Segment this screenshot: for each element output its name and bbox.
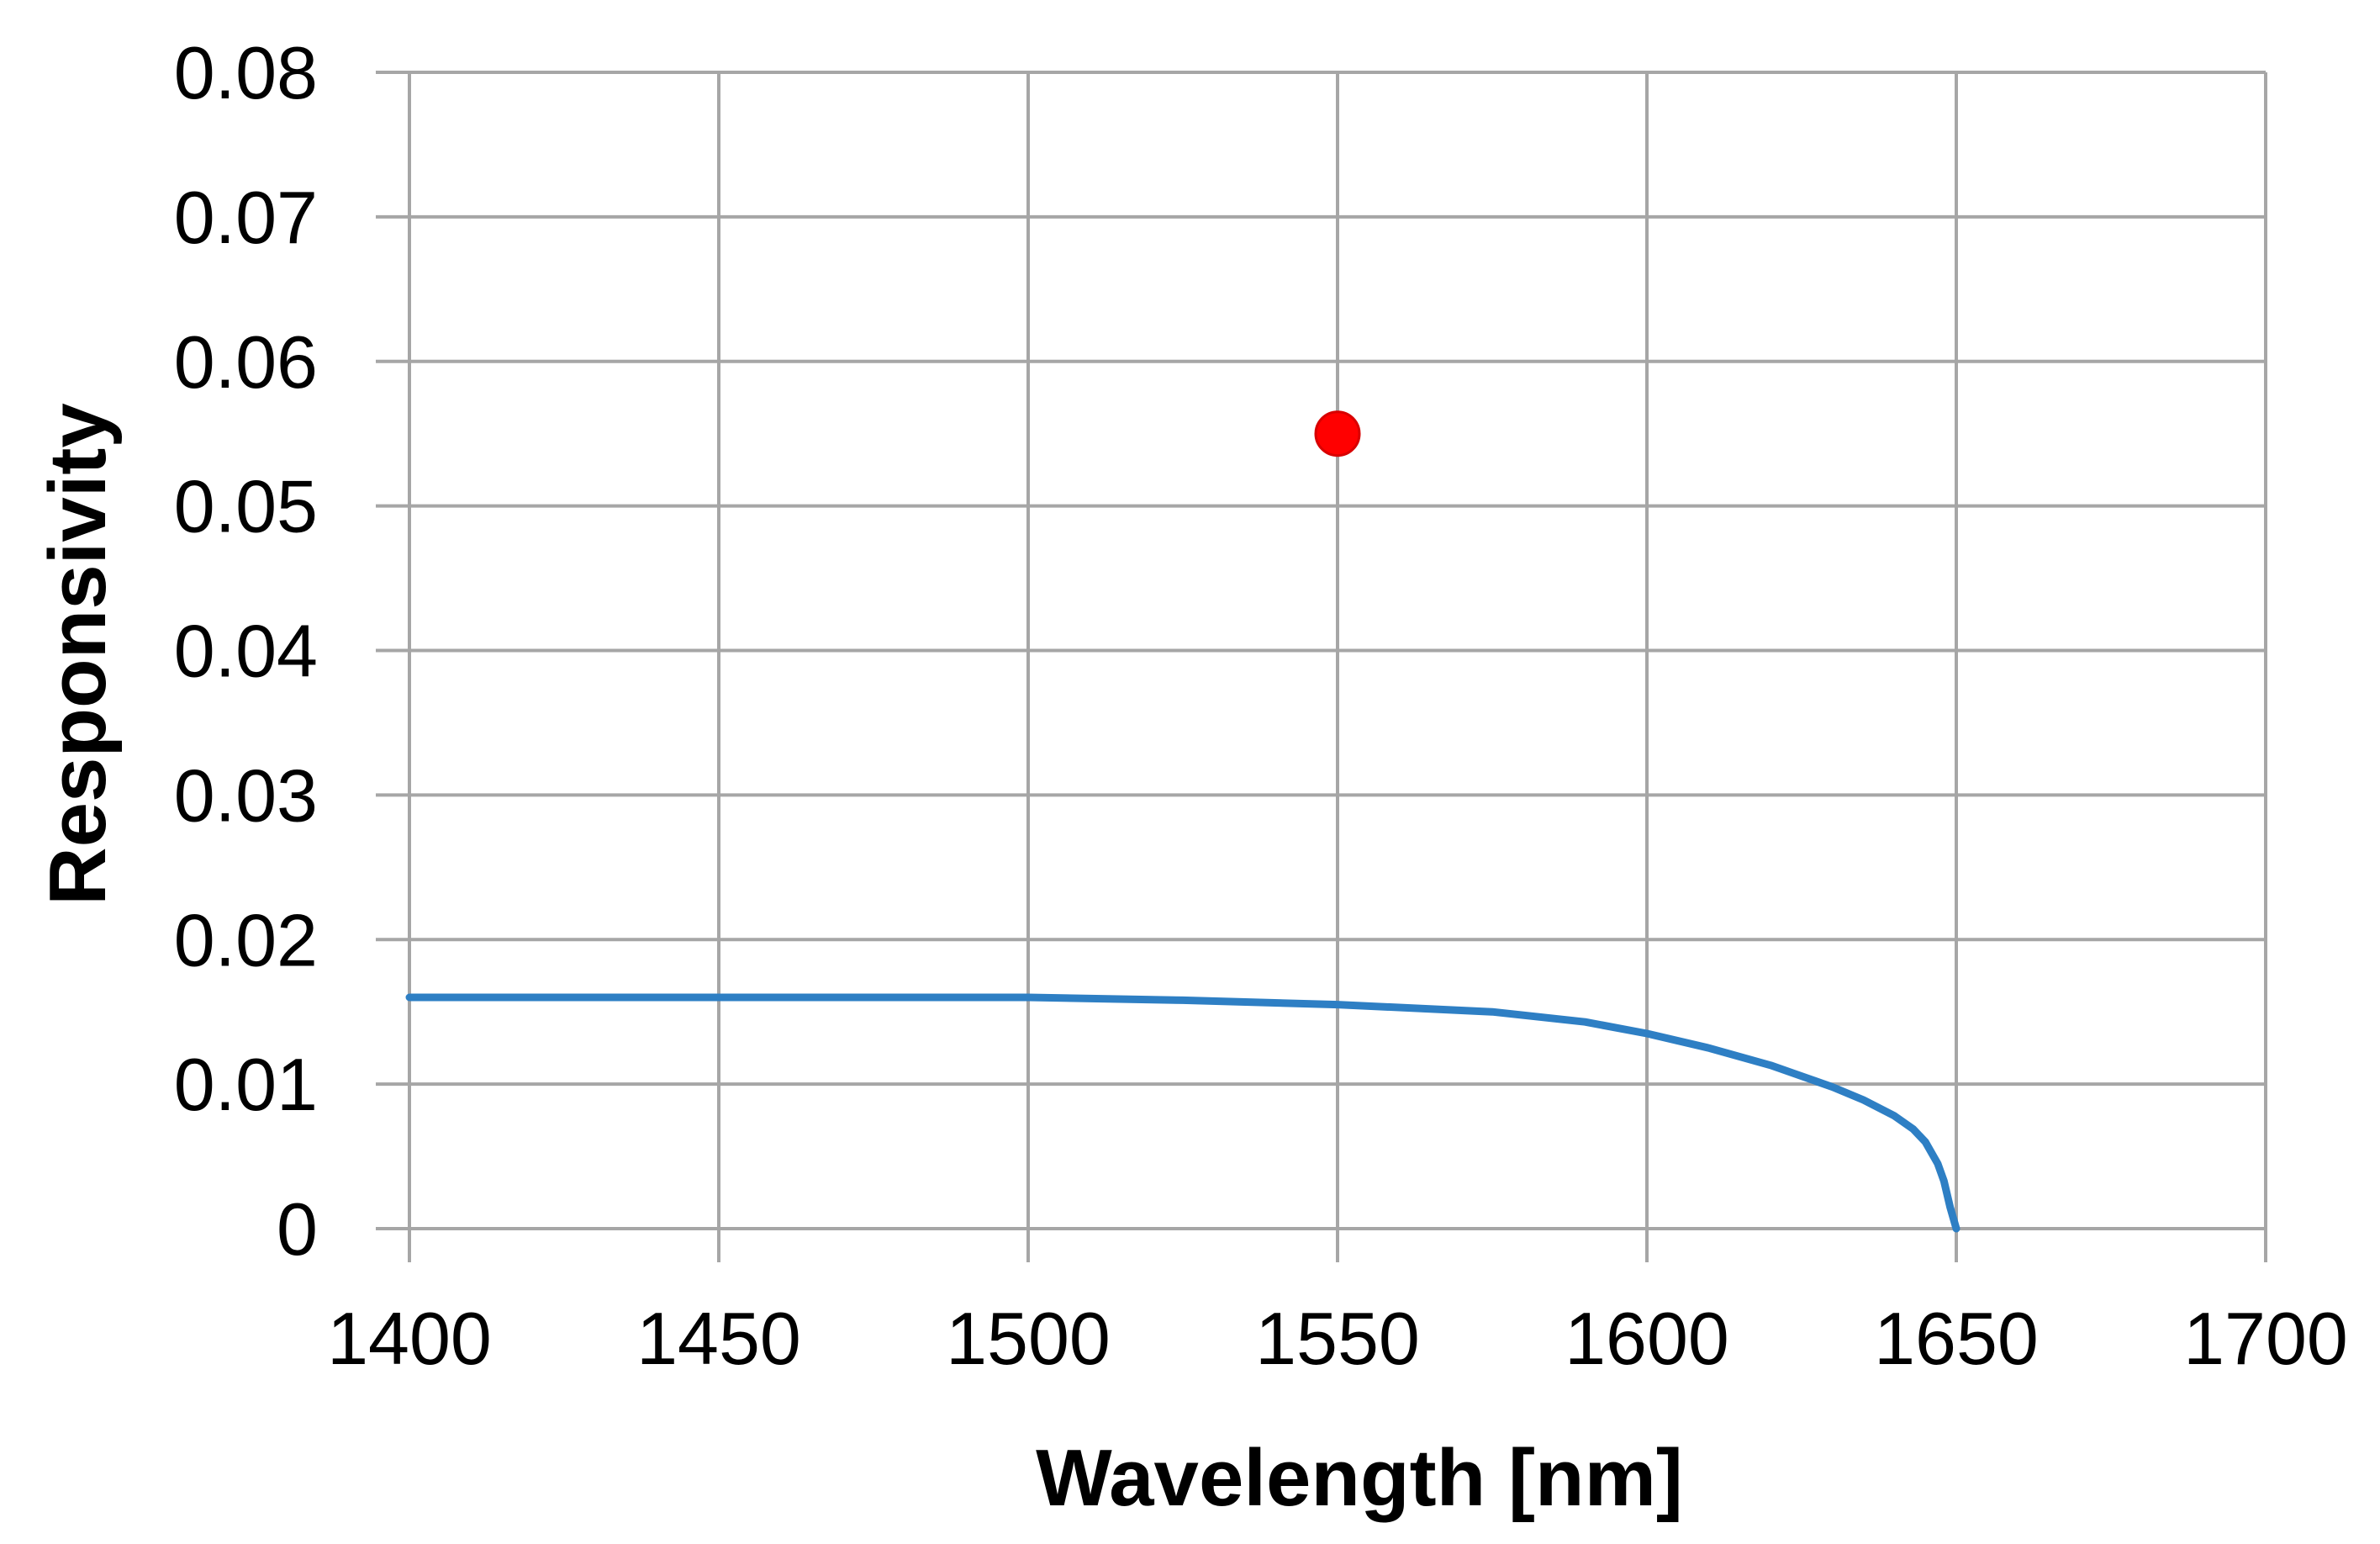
measured-point <box>1314 410 1361 457</box>
x-tick-label: 1400 <box>327 1297 492 1380</box>
x-tick-label: 1550 <box>1255 1297 1420 1380</box>
y-tick-label: 0.06 <box>174 320 318 404</box>
y-tick-label: 0.04 <box>174 610 318 693</box>
y-tick-label: 0.01 <box>174 1043 318 1126</box>
x-tick-label: 1450 <box>636 1297 801 1380</box>
y-tick-label: 0 <box>277 1187 318 1271</box>
x-tick-label: 1600 <box>1565 1297 1729 1380</box>
responsivity-curve <box>405 993 1960 1233</box>
series <box>405 410 1960 1233</box>
x-tick-label: 1650 <box>1874 1297 2039 1380</box>
y-tick-label: 0.02 <box>174 898 318 981</box>
y-tick-label: 0.07 <box>174 176 318 259</box>
y-tick-label: 0.08 <box>174 31 318 114</box>
y-tick-label: 0.05 <box>174 465 318 548</box>
grid <box>376 71 2267 1262</box>
y-tick-label: 0.03 <box>174 753 318 837</box>
y-axis-title: Responsivity <box>33 403 123 906</box>
y-axis-ticks: 0 0.01 0.02 0.03 0.04 0.05 0.06 0.07 0.08 <box>174 31 318 1271</box>
x-axis-title: Wavelength [nm] <box>1036 1433 1683 1523</box>
x-axis-ticks: 1400 1450 1500 1550 1600 1650 1700 <box>327 1297 2348 1380</box>
x-tick-label: 1500 <box>946 1297 1111 1380</box>
x-tick-label: 1700 <box>2183 1297 2348 1380</box>
